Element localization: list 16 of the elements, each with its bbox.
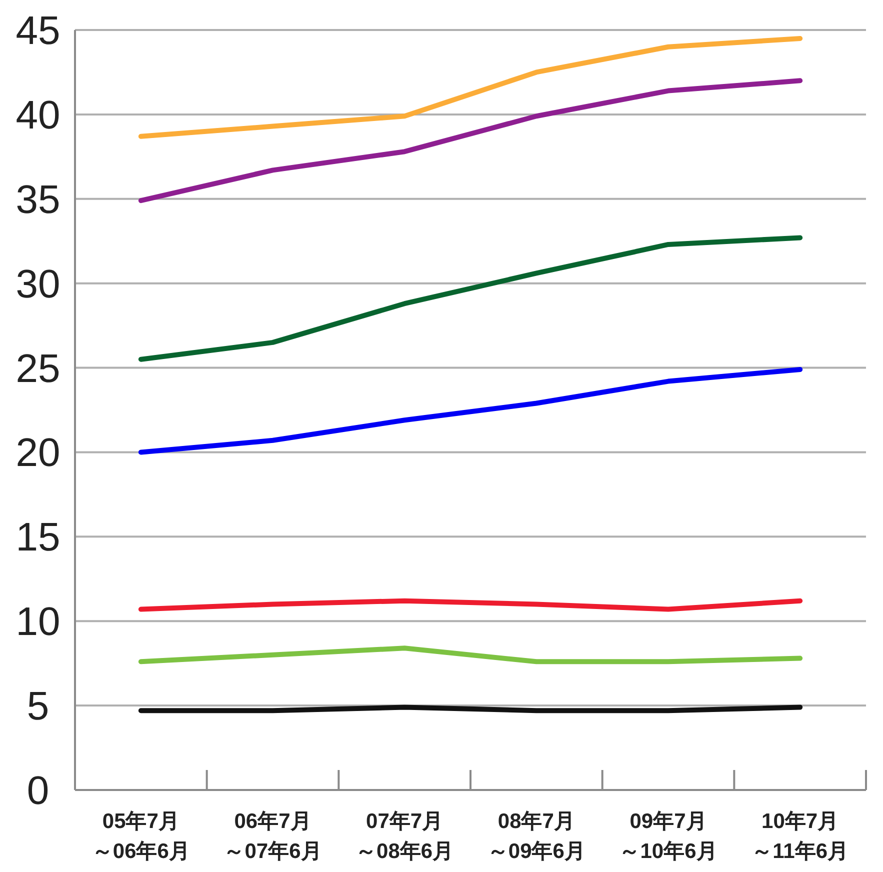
x-tick-label: 06年7月～07年6月 (224, 810, 322, 863)
x-tick-label: 08年7月～09年6月 (487, 810, 586, 863)
y-tick-label: 15 (16, 516, 60, 560)
y-tick-label: 10 (16, 600, 60, 644)
y-tick-label: 35 (16, 178, 60, 222)
y-tick-label: 25 (16, 346, 60, 391)
x-tick-label: 07年7月～08年6月 (356, 810, 454, 863)
y-tick-label: 0 (26, 769, 50, 813)
y-tick-label: 5 (26, 684, 50, 729)
y-tick-label: 45 (16, 9, 60, 53)
y-tick-label: 40 (16, 93, 60, 138)
y-tick-label: 20 (16, 431, 60, 476)
y-tick-label: 30 (16, 262, 60, 306)
x-tick-label: 10年7月～11年6月 (752, 810, 849, 863)
x-tick-label: 09年7月～10年6月 (619, 810, 718, 863)
x-tick-label: 05年7月～06年6月 (92, 810, 190, 863)
